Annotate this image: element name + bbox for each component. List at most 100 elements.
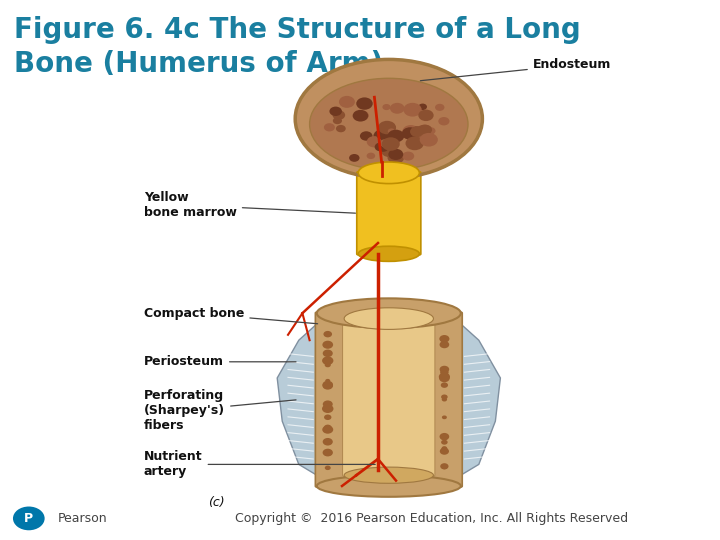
- Circle shape: [324, 123, 335, 131]
- Circle shape: [441, 440, 448, 444]
- Circle shape: [336, 125, 346, 132]
- Text: Perforating
(Sharpey's)
fibers: Perforating (Sharpey's) fibers: [144, 389, 296, 432]
- Ellipse shape: [310, 78, 468, 170]
- Circle shape: [410, 126, 425, 137]
- Circle shape: [380, 139, 391, 147]
- Circle shape: [440, 366, 449, 373]
- Circle shape: [402, 152, 414, 160]
- Circle shape: [333, 110, 345, 120]
- Circle shape: [378, 121, 396, 134]
- Circle shape: [324, 415, 331, 420]
- Circle shape: [323, 426, 333, 434]
- Circle shape: [325, 379, 330, 383]
- Circle shape: [441, 397, 447, 402]
- Circle shape: [418, 104, 427, 110]
- Circle shape: [442, 465, 447, 469]
- Circle shape: [387, 151, 404, 164]
- Circle shape: [322, 404, 333, 413]
- Circle shape: [403, 103, 422, 117]
- Circle shape: [382, 104, 390, 110]
- Ellipse shape: [295, 59, 482, 178]
- Circle shape: [323, 331, 332, 338]
- Circle shape: [441, 395, 448, 400]
- Circle shape: [439, 374, 450, 382]
- Circle shape: [382, 146, 397, 157]
- Circle shape: [323, 401, 333, 408]
- Circle shape: [349, 154, 359, 162]
- Circle shape: [324, 424, 332, 430]
- Text: Compact bone: Compact bone: [144, 307, 318, 324]
- Circle shape: [418, 110, 433, 121]
- Circle shape: [438, 373, 450, 381]
- Circle shape: [325, 363, 331, 367]
- Circle shape: [382, 137, 400, 151]
- Circle shape: [374, 143, 387, 151]
- Circle shape: [356, 97, 373, 110]
- Circle shape: [405, 137, 424, 150]
- Circle shape: [441, 447, 448, 453]
- Circle shape: [392, 138, 400, 144]
- Text: Periosteum: Periosteum: [144, 355, 296, 368]
- Circle shape: [387, 130, 405, 142]
- Circle shape: [440, 448, 449, 455]
- Circle shape: [402, 127, 418, 140]
- Circle shape: [435, 104, 444, 111]
- Circle shape: [439, 341, 449, 348]
- Circle shape: [322, 356, 333, 365]
- Circle shape: [377, 131, 387, 139]
- FancyBboxPatch shape: [357, 172, 420, 255]
- Circle shape: [360, 131, 372, 141]
- Ellipse shape: [359, 246, 420, 261]
- Ellipse shape: [317, 475, 461, 497]
- FancyBboxPatch shape: [343, 318, 435, 476]
- Circle shape: [366, 136, 382, 147]
- Circle shape: [323, 381, 333, 389]
- Text: Pearson: Pearson: [58, 512, 107, 525]
- Circle shape: [440, 369, 449, 375]
- Circle shape: [378, 144, 388, 152]
- Text: Endosteum: Endosteum: [420, 58, 611, 80]
- Circle shape: [439, 335, 449, 342]
- Circle shape: [374, 129, 391, 143]
- Circle shape: [325, 404, 330, 408]
- Circle shape: [439, 433, 449, 440]
- Circle shape: [333, 117, 342, 124]
- Circle shape: [323, 382, 333, 390]
- Text: Yellow
bone marrow: Yellow bone marrow: [144, 191, 356, 219]
- Circle shape: [441, 337, 448, 342]
- Circle shape: [355, 110, 369, 120]
- Circle shape: [418, 125, 432, 135]
- Circle shape: [442, 415, 447, 419]
- Circle shape: [353, 110, 368, 122]
- Circle shape: [325, 465, 330, 470]
- Circle shape: [388, 129, 395, 134]
- Circle shape: [323, 449, 333, 456]
- Circle shape: [13, 507, 45, 530]
- Circle shape: [441, 382, 448, 388]
- Circle shape: [420, 133, 438, 146]
- Circle shape: [323, 341, 333, 349]
- Text: Figure 6. 4c The Structure of a Long
Bone (Humerus of Arm): Figure 6. 4c The Structure of a Long Bon…: [14, 16, 581, 78]
- Circle shape: [441, 446, 447, 450]
- Circle shape: [390, 103, 405, 114]
- Circle shape: [415, 125, 433, 138]
- Circle shape: [441, 336, 447, 341]
- Text: Nutrient
artery: Nutrient artery: [144, 450, 375, 478]
- Polygon shape: [461, 324, 500, 475]
- Circle shape: [441, 434, 449, 440]
- Polygon shape: [277, 324, 317, 475]
- Circle shape: [323, 349, 333, 357]
- Ellipse shape: [344, 467, 433, 483]
- Circle shape: [323, 438, 333, 446]
- FancyBboxPatch shape: [432, 312, 462, 487]
- Circle shape: [413, 130, 431, 144]
- Text: Copyright ©  2016 Pearson Education, Inc. All Rights Reserved: Copyright © 2016 Pearson Education, Inc.…: [235, 512, 629, 525]
- Text: (c): (c): [207, 496, 225, 509]
- Circle shape: [366, 153, 375, 159]
- Circle shape: [324, 450, 332, 456]
- Circle shape: [438, 117, 449, 125]
- Circle shape: [402, 125, 419, 138]
- Circle shape: [325, 449, 330, 454]
- Circle shape: [323, 358, 333, 365]
- Ellipse shape: [359, 162, 420, 184]
